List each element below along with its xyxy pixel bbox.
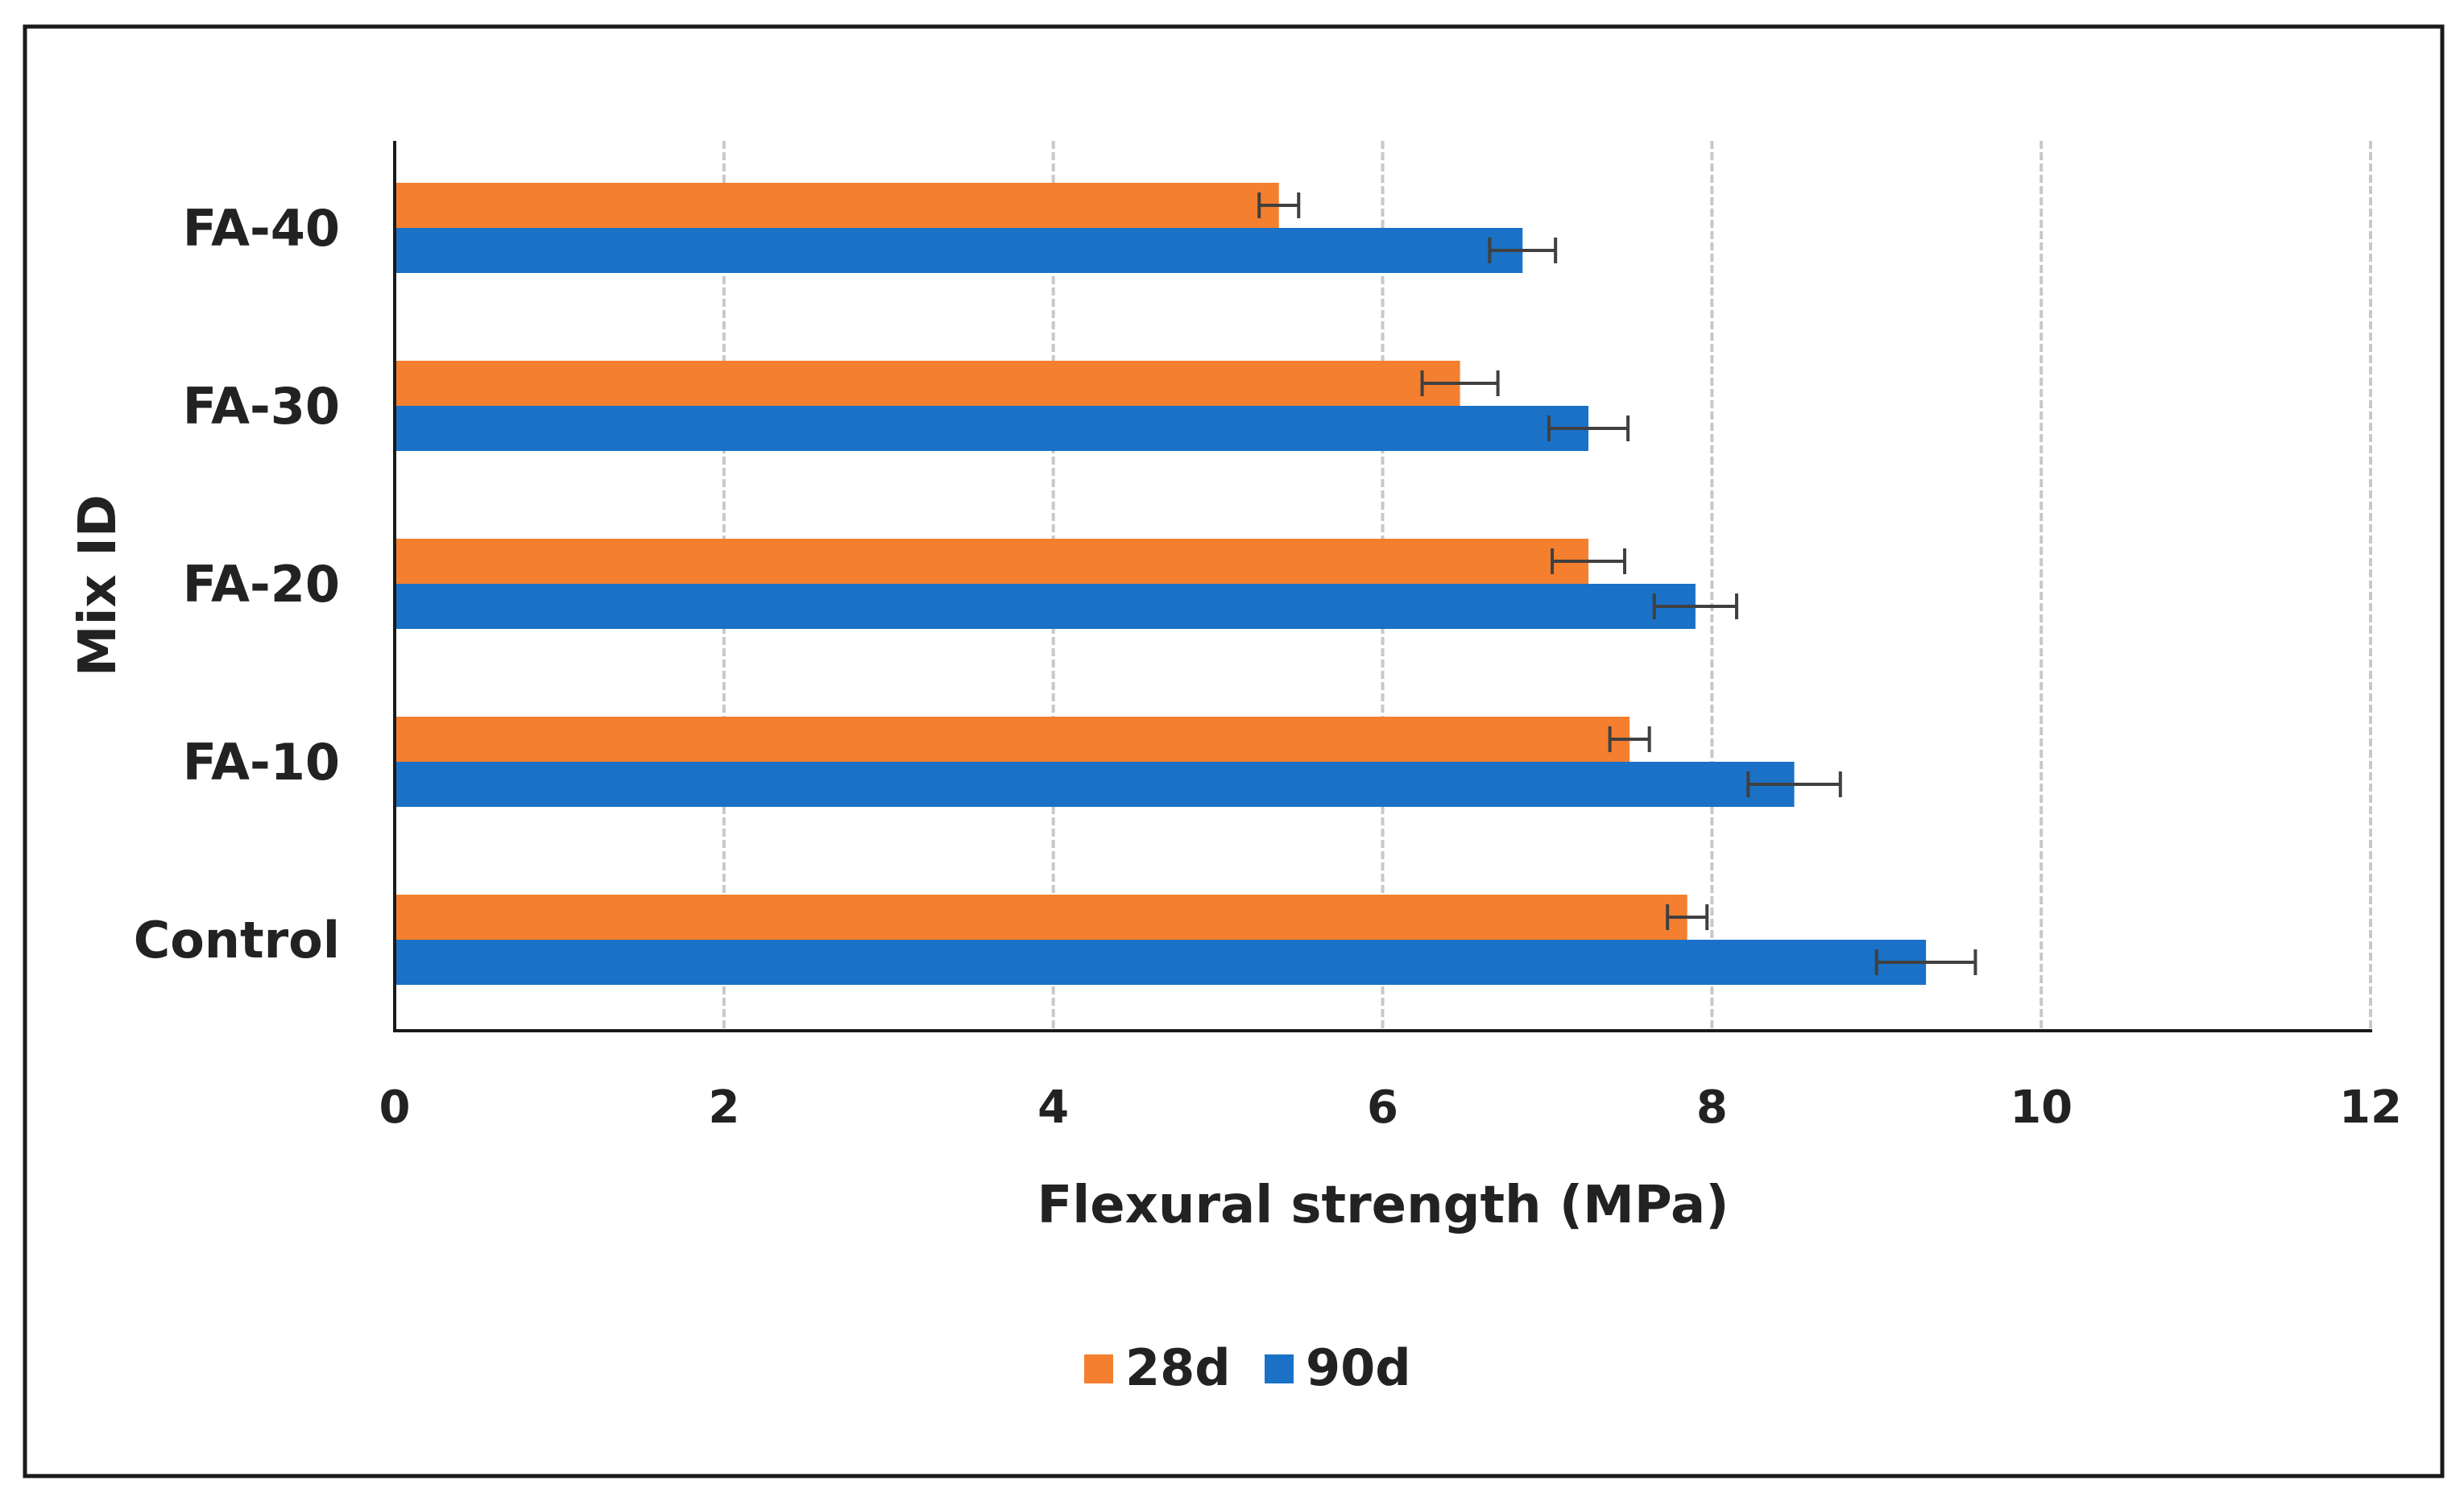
legend-swatch-28d <box>1084 1354 1113 1383</box>
errorbar-fa-30-90d <box>1547 416 1630 441</box>
errorbar-fa-20-90d <box>1652 593 1738 619</box>
legend-swatch-90d <box>1265 1354 1294 1383</box>
errorbar-fa-40-90d <box>1488 238 1558 263</box>
errorbar-fa-30-28d <box>1420 370 1500 396</box>
x-tick-label-6: 6 <box>1367 1081 1398 1134</box>
x-tick-label-0: 0 <box>379 1081 411 1134</box>
bars <box>395 183 1927 985</box>
bar-fa-20-28d <box>395 539 1589 584</box>
bar-fa-20-90d <box>395 584 1696 629</box>
legend-label-28d: 28d <box>1125 1338 1231 1397</box>
x-tick-labels: 0 2 4 6 8 10 12 <box>379 1081 2402 1134</box>
error-bars <box>1257 192 1977 975</box>
x-tick-label-10: 10 <box>2010 1081 2073 1134</box>
category-label-fa-20: FA-20 <box>183 555 340 614</box>
errorbar-fa-10-90d <box>1746 771 1842 797</box>
category-label-fa-30: FA-30 <box>183 377 340 436</box>
errorbar-fa-20-28d <box>1551 548 1626 574</box>
y-axis-title: Mix ID <box>68 494 128 676</box>
x-tick-label-8: 8 <box>1696 1081 1728 1134</box>
category-label-control: Control <box>134 911 340 970</box>
x-axis-title: Flexural strength (MPa) <box>1037 1176 1729 1235</box>
bar-fa-30-28d <box>395 361 1460 406</box>
x-tick-label-12: 12 <box>2339 1081 2402 1134</box>
errorbar-control-28d <box>1666 904 1709 930</box>
axes <box>393 141 2372 1032</box>
x-tick-label-2: 2 <box>708 1081 739 1134</box>
bar-fa-40-90d <box>395 228 1523 273</box>
bar-fa-10-90d <box>395 762 1795 807</box>
bar-control-28d <box>395 895 1688 940</box>
errorbar-fa-40-28d <box>1257 192 1301 218</box>
category-label-fa-10: FA-10 <box>183 733 340 792</box>
chart-frame <box>23 24 2445 1478</box>
errorbar-fa-10-28d <box>1608 726 1651 752</box>
legend-label-90d: 90d <box>1306 1338 1411 1397</box>
category-label-fa-40: FA-40 <box>183 199 340 258</box>
bar-fa-10-28d <box>395 717 1630 762</box>
bar-fa-30-90d <box>395 406 1589 451</box>
bar-fa-40-28d <box>395 183 1279 228</box>
legend: 28d 90d <box>1084 1338 1411 1397</box>
bar-control-90d <box>395 940 1927 985</box>
x-tick-label-4: 4 <box>1037 1081 1069 1134</box>
errorbar-control-90d <box>1874 949 1977 975</box>
y-category-labels: Control FA-10 FA-20 FA-30 FA-40 <box>134 199 340 970</box>
